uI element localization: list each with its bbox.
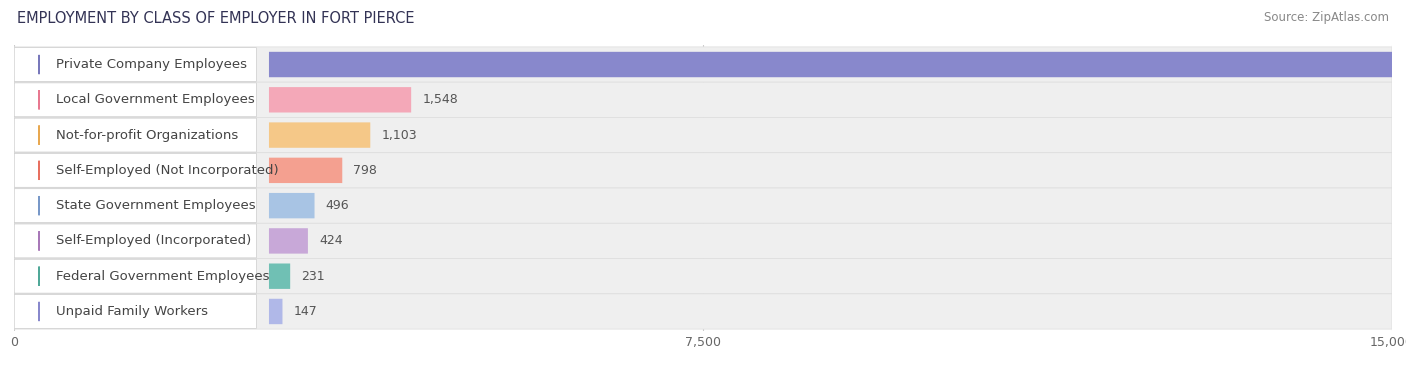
FancyBboxPatch shape [269,122,370,148]
Text: 424: 424 [319,234,343,247]
FancyBboxPatch shape [14,153,1392,188]
Text: 147: 147 [294,305,318,318]
Text: 231: 231 [301,270,325,283]
Text: Source: ZipAtlas.com: Source: ZipAtlas.com [1264,11,1389,24]
Text: Local Government Employees: Local Government Employees [56,93,254,106]
Text: Self-Employed (Not Incorporated): Self-Employed (Not Incorporated) [56,164,278,177]
FancyBboxPatch shape [14,259,1392,294]
FancyBboxPatch shape [269,228,308,254]
Text: 1,103: 1,103 [381,129,418,142]
FancyBboxPatch shape [14,153,256,187]
FancyBboxPatch shape [14,47,1392,82]
Text: Federal Government Employees: Federal Government Employees [56,270,269,283]
Text: Self-Employed (Incorporated): Self-Employed (Incorporated) [56,234,250,247]
FancyBboxPatch shape [14,294,1392,329]
FancyBboxPatch shape [269,193,315,218]
Text: Private Company Employees: Private Company Employees [56,58,246,71]
Text: Unpaid Family Workers: Unpaid Family Workers [56,305,208,318]
Text: 496: 496 [326,199,349,212]
FancyBboxPatch shape [14,83,256,117]
FancyBboxPatch shape [269,264,290,289]
FancyBboxPatch shape [14,82,1392,117]
FancyBboxPatch shape [14,118,256,152]
FancyBboxPatch shape [14,48,256,82]
FancyBboxPatch shape [269,87,411,112]
FancyBboxPatch shape [269,158,342,183]
Text: 1,548: 1,548 [422,93,458,106]
FancyBboxPatch shape [14,294,256,328]
FancyBboxPatch shape [14,223,1392,259]
FancyBboxPatch shape [14,188,1392,223]
FancyBboxPatch shape [14,224,256,258]
Text: EMPLOYMENT BY CLASS OF EMPLOYER IN FORT PIERCE: EMPLOYMENT BY CLASS OF EMPLOYER IN FORT … [17,11,415,26]
Text: 798: 798 [353,164,377,177]
FancyBboxPatch shape [269,299,283,324]
FancyBboxPatch shape [14,189,256,223]
Text: Not-for-profit Organizations: Not-for-profit Organizations [56,129,238,142]
FancyBboxPatch shape [14,259,256,293]
Text: State Government Employees: State Government Employees [56,199,256,212]
FancyBboxPatch shape [14,117,1392,153]
FancyBboxPatch shape [269,52,1406,77]
